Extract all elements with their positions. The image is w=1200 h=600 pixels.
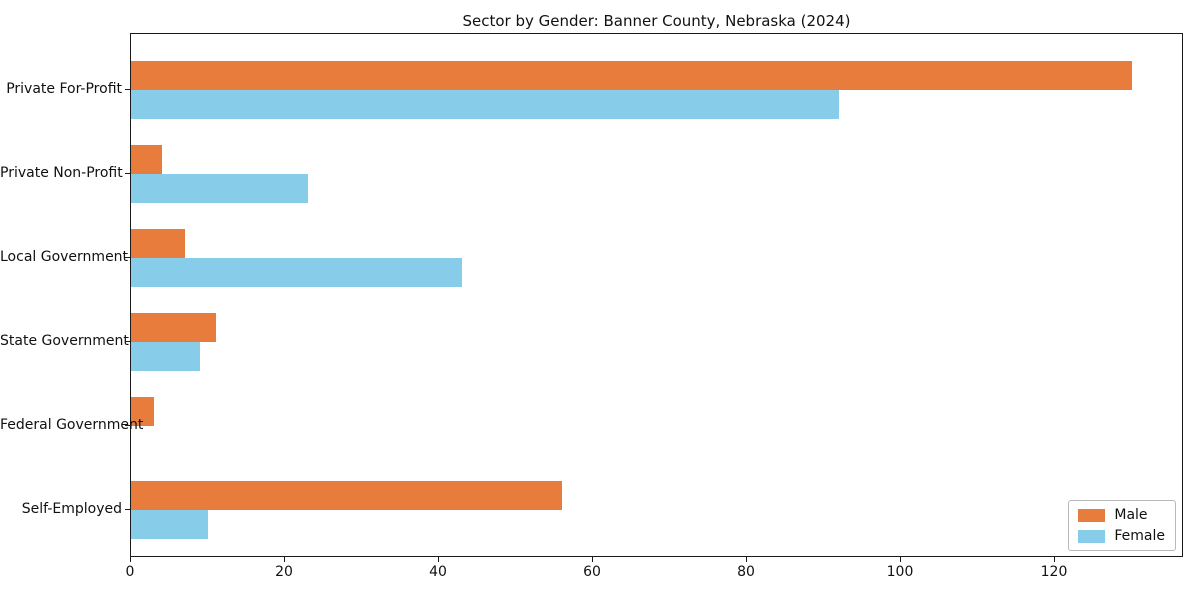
bar-female-self-employed — [131, 510, 208, 539]
x-tick-mark — [1054, 557, 1055, 562]
y-tick-mark — [125, 509, 130, 510]
y-tick-mark — [125, 89, 130, 90]
x-tick-mark — [438, 557, 439, 562]
x-tick-label-40: 40 — [429, 564, 447, 580]
y-tick-mark — [125, 341, 130, 342]
x-tick-mark — [900, 557, 901, 562]
legend-swatch-female — [1078, 529, 1106, 543]
bar-male-self-employed — [131, 481, 562, 510]
x-tick-label-120: 120 — [1040, 564, 1068, 580]
chart-title: Sector by Gender: Banner County, Nebrask… — [462, 12, 851, 30]
bar-male-private-for-profit — [131, 61, 1132, 90]
x-tick-label-20: 20 — [275, 564, 293, 580]
x-tick-mark — [284, 557, 285, 562]
plot-area: Male Female — [130, 33, 1183, 557]
legend-swatch-male — [1078, 508, 1106, 522]
legend-label-male: Male — [1114, 507, 1148, 523]
x-tick-mark — [746, 557, 747, 562]
bar-female-private-for-profit — [131, 90, 839, 119]
y-tick-mark — [125, 173, 130, 174]
x-tick-label-80: 80 — [737, 564, 755, 580]
x-tick-label-100: 100 — [886, 564, 914, 580]
x-tick-label-0: 0 — [125, 564, 135, 580]
legend-item-male: Male — [1078, 508, 1165, 522]
bar-male-state-government — [131, 313, 216, 342]
y-tick-mark — [125, 257, 130, 258]
bar-male-local-government — [131, 229, 185, 258]
bar-female-local-government — [131, 258, 462, 287]
y-tick-mark — [125, 425, 130, 426]
legend-item-female: Female — [1078, 529, 1165, 543]
x-tick-mark — [130, 557, 131, 562]
y-tick-label-private-non-profit: Private Non-Profit — [0, 165, 123, 181]
bar-male-private-non-profit — [131, 145, 162, 174]
legend: Male Female — [1068, 500, 1176, 551]
bar-female-state-government — [131, 342, 200, 371]
x-tick-mark — [592, 557, 593, 562]
x-tick-label-60: 60 — [583, 564, 601, 580]
y-tick-label-self-employed: Self-Employed — [21, 501, 122, 517]
y-tick-label-federal-government: Federal Government — [0, 417, 144, 433]
bar-female-private-non-profit — [131, 174, 308, 203]
legend-label-female: Female — [1114, 528, 1165, 544]
y-tick-label-state-government: State Government — [0, 333, 129, 349]
y-tick-label-local-government: Local Government — [0, 249, 129, 265]
bar-male-federal-government — [131, 397, 154, 426]
y-tick-label-private-for-profit: Private For-Profit — [6, 81, 122, 97]
